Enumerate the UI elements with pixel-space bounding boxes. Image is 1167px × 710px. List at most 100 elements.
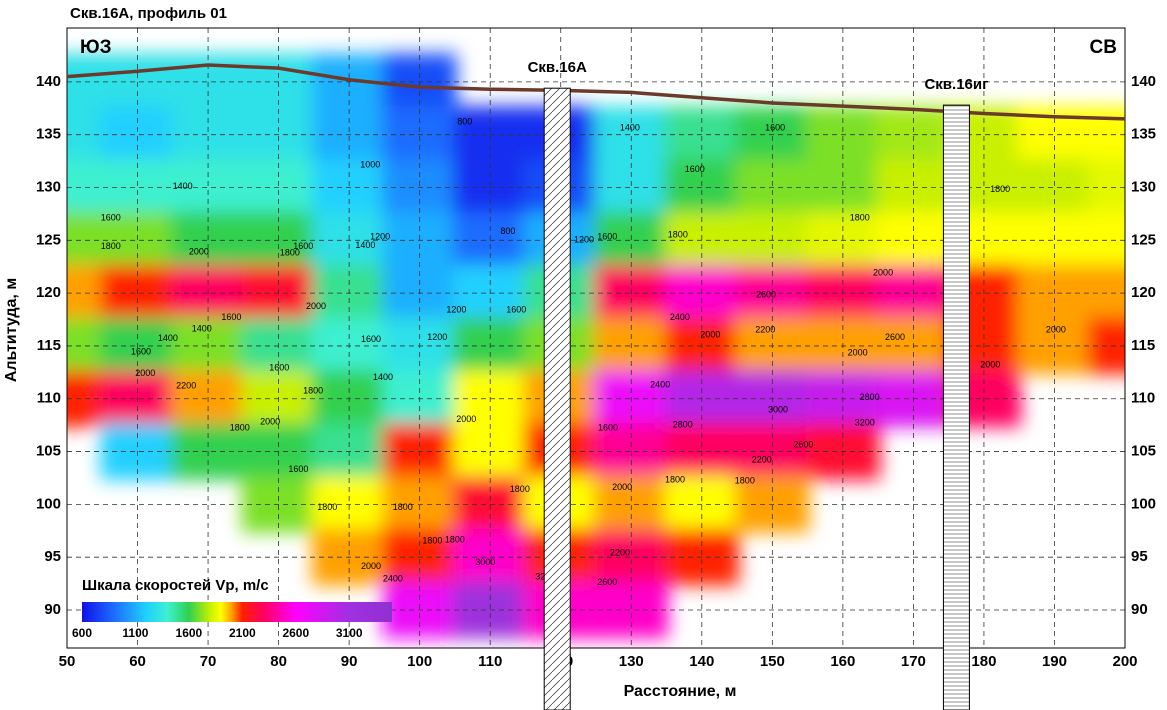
- y-tick-label: 100: [36, 495, 61, 512]
- contour-label: 1200: [370, 232, 390, 242]
- contour-label: 2200: [176, 380, 196, 390]
- contour-label: 1600: [361, 334, 381, 344]
- y-tick-label: 115: [37, 337, 61, 354]
- contour-label: 2600: [885, 332, 905, 342]
- direction-right: СВ: [1090, 37, 1117, 58]
- contour-label: 1400: [192, 323, 212, 333]
- contour-label: 2800: [673, 420, 693, 430]
- contour-label: 1800: [850, 212, 870, 222]
- x-tick-label: 70: [200, 653, 217, 670]
- contour-label: 2800: [860, 392, 880, 402]
- x-tick-label: 200: [1112, 653, 1137, 670]
- y-tick-label: 120: [36, 284, 61, 301]
- contour-label: 2400: [650, 379, 670, 389]
- direction-left: ЮЗ: [80, 37, 112, 58]
- contour-label: 1800: [303, 386, 323, 396]
- x-tick-label: 80: [270, 653, 287, 670]
- contour-label: 1800: [990, 184, 1010, 194]
- contour-label: 1400: [173, 181, 193, 191]
- contour-label: 1800: [101, 241, 121, 251]
- y-tick-label-right: 130: [1131, 178, 1156, 195]
- contour-label: 1400: [158, 333, 178, 343]
- contour-label: 2400: [383, 574, 403, 584]
- y-tick-label-right: 120: [1131, 284, 1156, 301]
- contour-label: 1000: [360, 160, 380, 170]
- x-tick-label: 180: [971, 653, 996, 670]
- contour-label: 2000: [260, 416, 280, 426]
- y-tick-label: 110: [37, 390, 61, 407]
- contour-label: 2000: [1046, 324, 1066, 334]
- well: [942, 104, 970, 710]
- y-tick-label-right: 100: [1131, 495, 1156, 512]
- contour-label: 1600: [288, 464, 308, 474]
- colorbar-tick-label: 1600: [176, 626, 203, 640]
- x-axis-label: Расстояние, м: [624, 683, 737, 700]
- contour-label: 2000: [306, 301, 326, 311]
- contour-label: 1600: [221, 312, 241, 322]
- contour-label: 1800: [665, 474, 685, 484]
- contour-label: 1800: [422, 536, 442, 546]
- contour-label: 1800: [510, 484, 530, 494]
- y-tick-label-right: 95: [1131, 548, 1148, 565]
- y-tick-label: 135: [36, 126, 61, 143]
- colorbar-tick-label: 2600: [282, 626, 309, 640]
- y-tick-label-right: 125: [1131, 231, 1156, 248]
- contour-label: 2200: [610, 547, 630, 557]
- x-tick-label: 90: [341, 653, 358, 670]
- colorbar-tick-label: 1100: [122, 626, 148, 640]
- y-axis-label: Альтитуда, м: [3, 278, 20, 382]
- contour-label: 2400: [670, 312, 690, 322]
- contour-label: 2600: [793, 440, 813, 450]
- contour-label: 3000: [475, 557, 495, 567]
- contour-label: 1400: [355, 240, 375, 250]
- y-tick-label-right: 140: [1131, 73, 1156, 90]
- contour-label: 2600: [756, 290, 776, 300]
- x-tick-label: 50: [59, 653, 76, 670]
- contour-label: 1600: [598, 423, 618, 433]
- x-tick-label: 60: [129, 653, 146, 670]
- x-tick-label: 130: [619, 653, 644, 670]
- colorbar: [82, 602, 392, 622]
- contour-label: 1400: [620, 123, 640, 133]
- x-tick-label: 100: [407, 653, 432, 670]
- y-tick-label: 130: [36, 178, 61, 195]
- contour-label: 2000: [980, 359, 1000, 369]
- contour-label: 1600: [101, 212, 121, 222]
- contour-label: 1800: [393, 502, 413, 512]
- contour-label: 1200: [446, 304, 466, 314]
- contour-label: 2000: [700, 330, 720, 340]
- contour-label: 2600: [597, 577, 617, 587]
- contour-label: 1600: [765, 123, 785, 133]
- y-tick-label: 95: [44, 548, 61, 565]
- y-tick-label-right: 135: [1131, 126, 1156, 143]
- y-tick-label-right: 105: [1131, 443, 1156, 460]
- contour-label: 3200: [855, 417, 875, 427]
- plot-frame: [66, 27, 1126, 649]
- y-tick-label: 90: [44, 601, 61, 618]
- contour-label: 2000: [612, 482, 632, 492]
- contour-label: 1600: [506, 304, 526, 314]
- well: [543, 87, 571, 710]
- contour-label: 2200: [755, 324, 775, 334]
- contour-label: 1600: [293, 241, 313, 251]
- well-label: Скв.16иг: [924, 76, 988, 93]
- contour-label: 1800: [230, 423, 250, 433]
- contour-label: 1400: [373, 372, 393, 382]
- contour-label: 2000: [135, 368, 155, 378]
- contour-label: 2000: [848, 348, 868, 358]
- contour-label: 1600: [269, 362, 289, 372]
- contour-label: 1200: [427, 332, 447, 342]
- contour-label: 1800: [280, 247, 300, 257]
- x-tick-label: 110: [478, 653, 502, 670]
- y-tick-label: 105: [36, 443, 61, 460]
- contour-label: 1800: [317, 502, 337, 512]
- contour-label: 2000: [456, 414, 476, 424]
- colorbar-tick-label: 3100: [336, 626, 363, 640]
- contour-label: 2000: [873, 267, 893, 277]
- well-label: Скв.16А: [528, 59, 587, 76]
- y-tick-label-right: 115: [1131, 337, 1155, 354]
- y-tick-label: 140: [36, 73, 61, 90]
- contour-label: 3000: [768, 405, 788, 415]
- contour-label: 1600: [685, 164, 705, 174]
